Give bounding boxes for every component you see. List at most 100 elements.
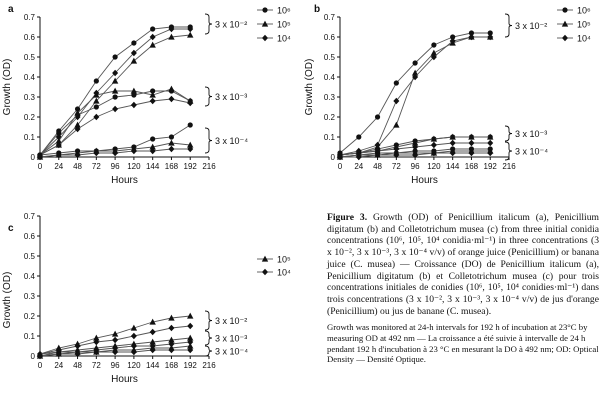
y-tick-label: 0 — [31, 153, 36, 162]
y-tick-label: 0.7 — [24, 13, 36, 22]
legend-label: 10⁴ — [277, 268, 291, 278]
x-tick-label: 96 — [411, 162, 420, 171]
data-point — [130, 49, 137, 57]
data-point — [74, 151, 81, 159]
x-axis-label: Hours — [111, 374, 138, 385]
legend-marker — [262, 7, 268, 13]
legend-marker — [262, 268, 268, 276]
data-point — [430, 135, 438, 142]
data-point — [412, 73, 419, 81]
x-tick-label: 72 — [392, 162, 401, 171]
x-tick-label: 0 — [38, 162, 43, 171]
x-tick-label: 72 — [92, 162, 101, 171]
data-point — [187, 31, 194, 38]
data-point — [149, 33, 156, 41]
data-point — [187, 145, 194, 153]
data-point — [112, 336, 119, 344]
y-tick-label: 0.2 — [24, 312, 36, 321]
legend-label: 10⁴ — [577, 34, 591, 44]
concentration-annotation: 3 x 10⁻³ — [215, 334, 247, 344]
concentration-annotation: 3 x 10⁻⁴ — [515, 147, 548, 157]
data-point — [56, 130, 62, 136]
bracket — [504, 141, 513, 161]
data-point — [450, 34, 456, 40]
x-tick-label: 96 — [111, 361, 120, 370]
bracket — [204, 330, 213, 346]
bracket — [204, 127, 213, 154]
data-point — [55, 141, 62, 149]
data-point — [74, 106, 81, 112]
caption-figure-label: Figure 3. — [327, 212, 368, 223]
legend-label: 10⁶ — [277, 6, 291, 16]
data-point — [168, 340, 175, 348]
x-tick-label: 48 — [373, 162, 382, 171]
data-point — [168, 336, 175, 343]
x-tick-label: 48 — [73, 162, 82, 171]
data-point — [187, 99, 194, 107]
bracket — [204, 86, 213, 107]
concentration-annotation: 3 x 10⁻² — [215, 20, 247, 30]
data-point — [168, 314, 175, 321]
data-point — [55, 151, 62, 159]
legend-marker — [262, 34, 268, 42]
data-point — [168, 324, 175, 332]
data-point — [430, 141, 437, 149]
bracket — [504, 13, 513, 38]
x-tick-label: 24 — [54, 361, 63, 370]
x-tick-label: 0 — [38, 361, 43, 370]
bracket — [204, 13, 213, 35]
data-point — [412, 60, 418, 66]
y-tick-label: 0.3 — [24, 93, 36, 102]
x-tick-label: 168 — [465, 162, 479, 171]
y-tick-label: 0 — [31, 352, 36, 361]
data-point — [187, 322, 194, 330]
y-tick-label: 0.4 — [24, 73, 36, 82]
x-tick-label: 144 — [146, 361, 160, 370]
data-point — [168, 95, 175, 103]
data-point — [130, 332, 137, 340]
data-point — [130, 324, 138, 331]
y-tick-label: 0.5 — [24, 53, 36, 62]
data-point — [93, 97, 100, 104]
data-point — [393, 145, 400, 153]
data-point — [487, 133, 494, 140]
y-tick-label: 0.1 — [24, 133, 36, 142]
data-point — [374, 114, 381, 120]
series-line — [339, 32, 491, 154]
figure-caption: Figure 3. Growth (OD) of Penicillium ita… — [327, 212, 599, 365]
x-tick-label: 216 — [202, 361, 216, 370]
legend-marker — [562, 7, 568, 13]
legend-label: 10⁶ — [577, 6, 591, 16]
x-tick-label: 168 — [165, 162, 179, 171]
y-tick-label: 0.1 — [324, 133, 336, 142]
data-point — [74, 109, 81, 116]
data-point — [131, 40, 137, 46]
data-point — [130, 57, 138, 64]
legend-label: 10⁵ — [577, 20, 591, 30]
data-point — [130, 101, 137, 109]
data-point — [468, 133, 475, 140]
concentration-annotation: 3 x 10⁻³ — [215, 92, 247, 102]
data-point — [93, 91, 100, 98]
legend-marker — [261, 255, 269, 262]
data-point — [150, 88, 156, 94]
x-tick-label: 144 — [146, 162, 160, 171]
data-point — [150, 136, 156, 142]
data-point — [187, 338, 194, 346]
data-point — [168, 134, 175, 140]
concentration-annotation: 3 x 10⁻² — [515, 21, 547, 31]
data-point — [112, 94, 118, 100]
data-point — [356, 134, 362, 140]
data-point — [187, 342, 194, 349]
data-point — [112, 105, 119, 113]
data-point — [168, 25, 175, 33]
data-point — [37, 153, 43, 161]
data-point — [93, 78, 99, 84]
data-point — [150, 26, 156, 32]
y-tick-label: 0.3 — [324, 93, 336, 102]
panel-label: a — [8, 4, 14, 15]
data-point — [37, 352, 43, 360]
panel-a: a 0 0.1 0.2 0.3 0.4 0.5 0.6 0.7 0 24 48 72 96 120 144 16… — [2, 4, 291, 186]
data-point — [130, 87, 138, 94]
